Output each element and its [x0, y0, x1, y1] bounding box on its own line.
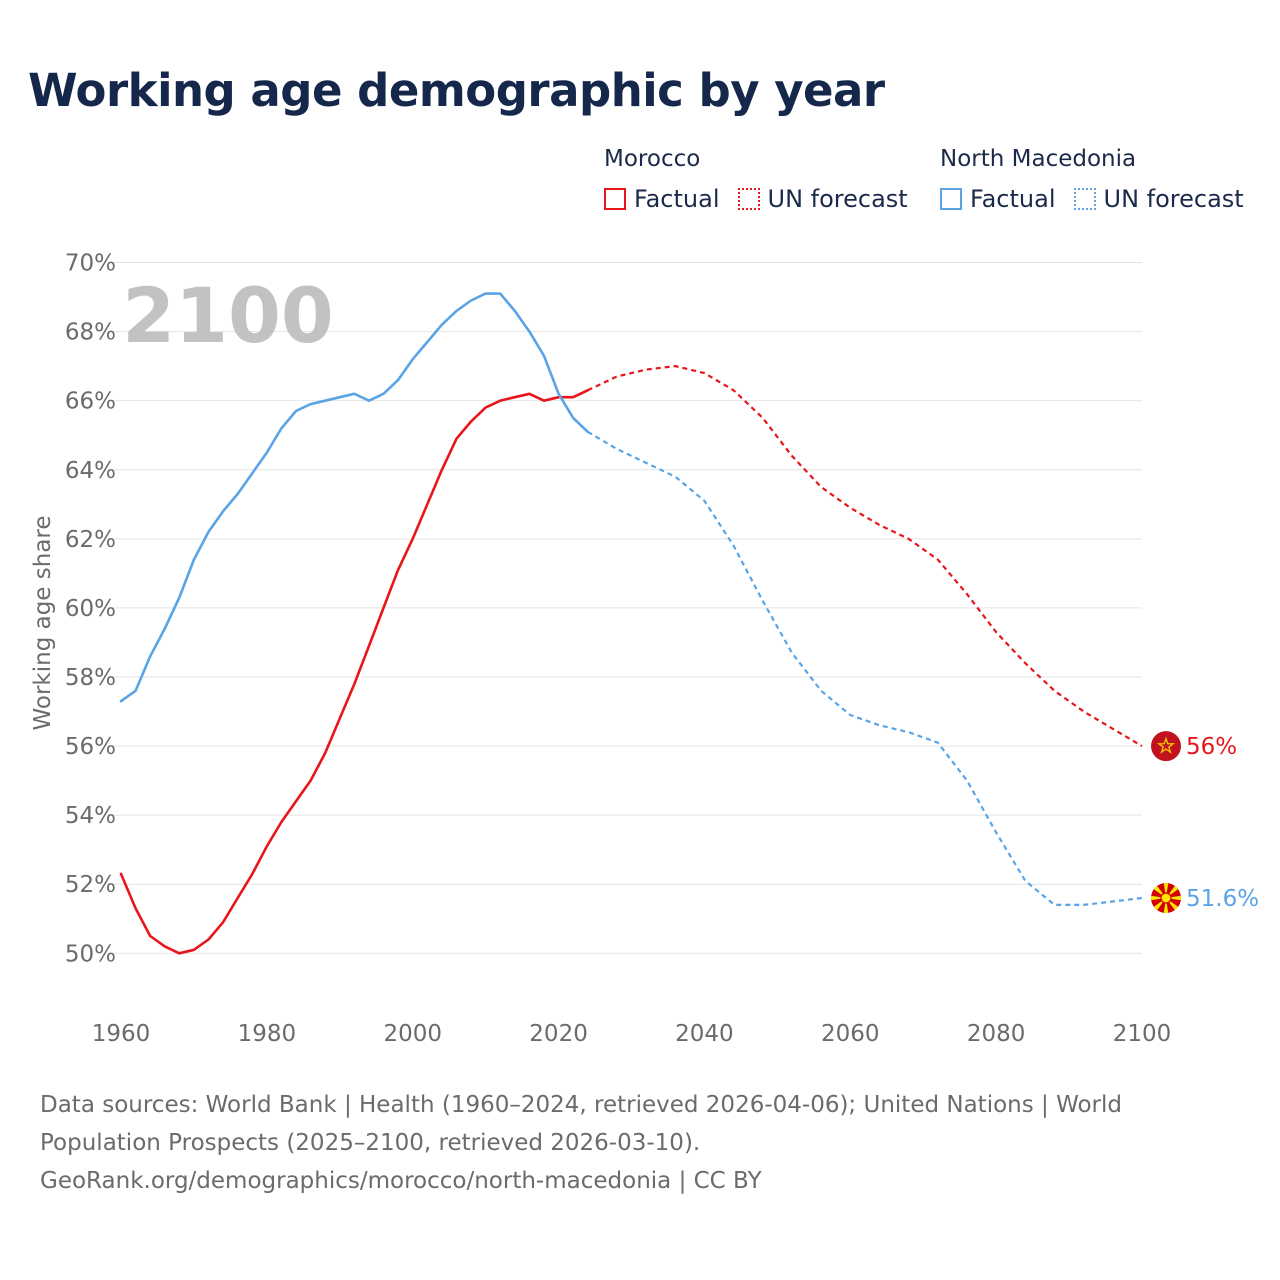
legend-item-north-macedonia-forecast[interactable]: UN forecast [1073, 185, 1244, 213]
data-sources-footer: Data sources: World Bank | Health (1960–… [40, 1086, 1240, 1200]
x-tick-label: 2100 [1113, 1021, 1172, 1047]
y-tick-label: 58% [65, 665, 116, 691]
series-line-north-macedonia-forecast[interactable] [587, 430, 1143, 906]
footer-line: Data sources: World Bank | Health (1960–… [40, 1092, 1122, 1118]
legend-group-north-macedonia: North Macedonia Factual UN forecast [940, 142, 1244, 218]
end-value-label-morocco: 56% [1186, 734, 1237, 760]
y-tick-label: 64% [65, 458, 116, 484]
legend-swatch-dotted [1073, 188, 1096, 210]
x-tick-label: 2020 [529, 1021, 588, 1047]
series-lines [119, 292, 1143, 955]
legend-country-label: Morocco [604, 146, 701, 172]
grid-lines [108, 262, 1142, 954]
footer-line: Population Prospects (2025–2100, retriev… [40, 1130, 701, 1156]
legend-country-label: North Macedonia [940, 146, 1137, 172]
y-axis-ticks: 50% 52% 54% 56% 58% 60% 62% 64% 66% 68% 70% [65, 251, 116, 968]
legend-item-label: Factual [634, 185, 720, 213]
x-tick-label: 1960 [92, 1021, 151, 1047]
x-tick-label: 2060 [821, 1021, 880, 1047]
legend-item-label: UN forecast [1103, 185, 1244, 213]
y-tick-label: 54% [65, 803, 116, 829]
north-macedonia-flag-icon [1151, 883, 1181, 913]
series-line-morocco-forecast[interactable] [587, 365, 1143, 748]
line-chart: 50%52%54%56%58%60%62%64%66%68%70% 1960 19… [30, 251, 1259, 1047]
legend-item-morocco-forecast[interactable]: UN forecast [737, 185, 908, 213]
y-tick-label: 62% [65, 527, 116, 553]
end-value-label-north-macedonia: 51.6% [1186, 886, 1259, 912]
y-tick-label: 60% [65, 596, 116, 622]
legend-item-north-macedonia-factual[interactable]: Factual [940, 185, 1056, 213]
x-tick-label: 2080 [967, 1021, 1026, 1047]
chart-title: Working age demographic by year [28, 64, 885, 117]
morocco-flag-icon [1151, 731, 1181, 762]
legend-swatch-solid [940, 188, 962, 210]
y-tick-label: 56% [65, 734, 116, 760]
legend-item-morocco-factual[interactable]: Factual [604, 185, 720, 213]
x-tick-label: 1980 [238, 1021, 297, 1047]
legend-swatch-dotted [737, 188, 760, 210]
y-tick-label: 66% [65, 389, 116, 415]
legend-swatch-solid [604, 188, 626, 210]
x-tick-label: 2000 [383, 1021, 442, 1047]
footer-link[interactable]: GeoRank.org/demographics/morocco/north-m… [40, 1168, 762, 1194]
x-tick-label: 2040 [675, 1021, 734, 1047]
series-line-north-macedonia-factual[interactable] [119, 292, 589, 703]
legend-item-label: UN forecast [767, 185, 908, 213]
y-axis-label: Working age share [30, 515, 56, 730]
x-axis-ticks: 1960 1980 2000 2020 2040 2060 2080 2100 [92, 1021, 1172, 1047]
legend-group-morocco: Morocco Factual UN forecast [604, 142, 908, 218]
y-tick-label: 50% [65, 941, 116, 967]
legend-item-label: Factual [970, 185, 1056, 213]
year-watermark: 2100 [122, 271, 334, 360]
series-line-morocco-factual[interactable] [119, 389, 589, 955]
y-tick-label: 70% [65, 251, 116, 277]
y-tick-label: 52% [65, 872, 116, 898]
y-tick-label: 68% [65, 320, 116, 346]
